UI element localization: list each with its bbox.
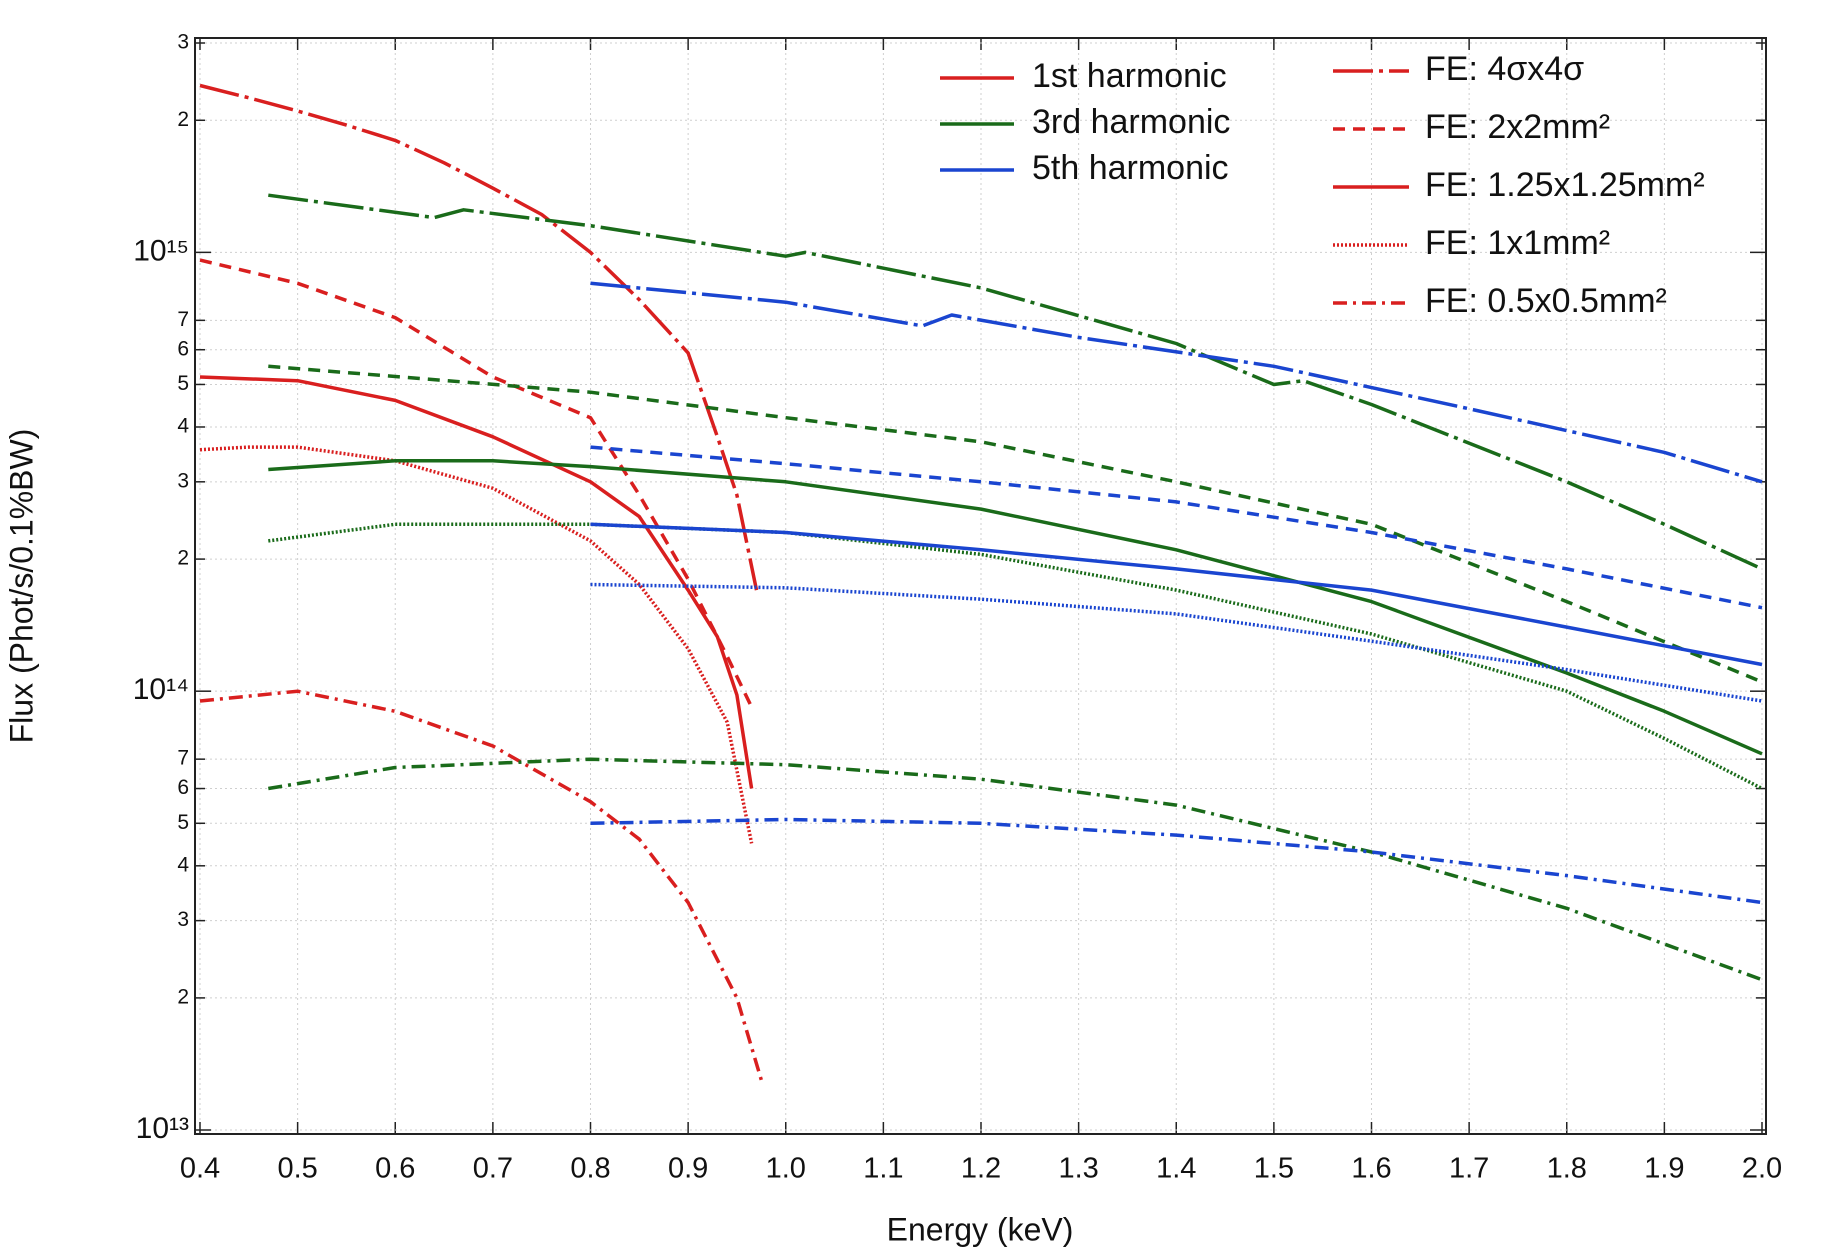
legend-label: FE: 4σx4σ [1425, 50, 1584, 88]
y-tick-label: 7 [177, 308, 189, 331]
x-tick-label: 1.7 [1449, 1153, 1489, 1185]
x-tick-label: 1.3 [1058, 1153, 1098, 1185]
x-tick-label: 0.6 [375, 1153, 415, 1185]
legend-label: FE: 2x2mm² [1425, 108, 1610, 146]
plot-frame [194, 37, 1767, 1135]
y-tick-label: 3 [177, 908, 189, 931]
y-tick-label: 2 [177, 985, 189, 1008]
legend-label: FE: 1x1mm² [1425, 224, 1610, 262]
flux-curve [590, 582, 1763, 703]
flux-curve [199, 258, 754, 708]
y-tick-label: 10¹⁴ [133, 673, 189, 706]
flux-curve [268, 364, 1763, 684]
x-tick-label: 0.7 [473, 1153, 513, 1185]
x-tick-label: 1.9 [1644, 1153, 1684, 1185]
x-tick-label: 0.9 [668, 1153, 708, 1185]
flux-curve [590, 817, 1763, 905]
flux-curve [268, 522, 1763, 791]
flux-curve [590, 445, 1763, 610]
y-tick-label: 10¹⁵ [133, 234, 189, 267]
flux-curve [590, 281, 1763, 484]
x-tick-label: 1.1 [863, 1153, 903, 1185]
flux-curve [268, 459, 1763, 756]
flux-curve [199, 445, 754, 844]
x-tick-label: 1.8 [1547, 1153, 1587, 1185]
y-tick-label: 7 [177, 747, 189, 770]
y-tick-label: 6 [177, 776, 189, 799]
legend-label: 5th harmonic [1032, 149, 1229, 187]
y-tick-label: 6 [177, 337, 189, 360]
y-tick-label: 4 [177, 853, 189, 876]
flux-curve [590, 522, 1763, 667]
legend-label: 1st harmonic [1032, 57, 1227, 95]
x-axis-label: Energy (keV) [887, 1211, 1074, 1247]
y-tick-label: 2 [177, 108, 189, 131]
x-tick-label: 1.2 [961, 1153, 1001, 1185]
legend-label: FE: 1.25x1.25mm² [1425, 166, 1705, 204]
x-tick-label: 0.4 [180, 1153, 220, 1185]
y-tick-label: 2 [177, 547, 189, 570]
flux-curve [199, 375, 754, 789]
y-tick-label: 3 [177, 31, 189, 54]
y-axis-label: Flux (Phot/s/0.1%BW) [3, 429, 39, 744]
x-tick-label: 0.8 [570, 1153, 610, 1185]
x-tick-label: 0.5 [277, 1153, 317, 1185]
y-tick-label: 10¹³ [136, 1112, 189, 1145]
x-tick-label: 2.0 [1742, 1153, 1782, 1185]
legend-label: FE: 0.5x0.5mm² [1425, 282, 1667, 320]
y-tick-label: 4 [177, 415, 189, 438]
x-tick-label: 1.4 [1156, 1153, 1196, 1185]
legend-label: 3rd harmonic [1032, 103, 1230, 141]
y-tick-label: 5 [177, 811, 189, 834]
flux-curve [268, 757, 1763, 982]
y-tick-label: 5 [177, 372, 189, 395]
x-tick-label: 1.5 [1254, 1153, 1294, 1185]
flux-curve [268, 193, 1763, 571]
flux-curve [199, 83, 759, 591]
flux-curve [199, 689, 763, 1081]
x-tick-label: 1.6 [1351, 1153, 1391, 1185]
y-tick-label: 3 [177, 469, 189, 492]
x-tick-label: 1.0 [766, 1153, 806, 1185]
